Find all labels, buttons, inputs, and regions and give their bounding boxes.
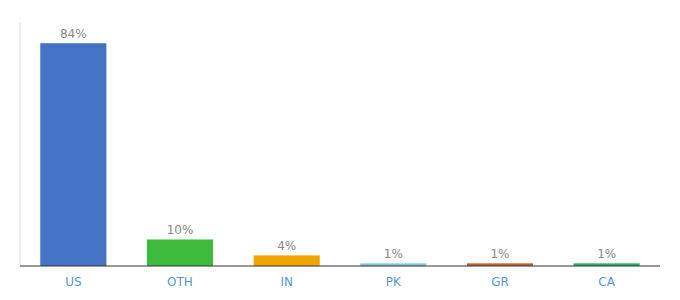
x-tick-label: CA xyxy=(598,275,615,289)
chart: 84% 10% 4% 1% 1% 1% US OTH IN PK GR CA xyxy=(0,0,680,300)
x-tick-label: US xyxy=(65,275,81,289)
x-tick-label: IN xyxy=(280,275,293,289)
chart-container: 84% 10% 4% 1% 1% 1% US OTH IN PK GR CA xyxy=(0,0,680,300)
bar xyxy=(40,43,106,266)
x-tick-label: PK xyxy=(386,275,402,289)
data-label: 1% xyxy=(597,247,616,261)
x-axis-line xyxy=(20,265,660,266)
data-label: 10% xyxy=(167,223,194,237)
bars xyxy=(40,43,639,266)
bar xyxy=(254,255,320,266)
data-label: 84% xyxy=(60,27,87,41)
data-label: 1% xyxy=(490,247,509,261)
x-tick-label: OTH xyxy=(167,275,193,289)
y-axis-line xyxy=(20,22,21,266)
x-tick-label: GR xyxy=(491,275,509,289)
bar xyxy=(147,239,213,266)
data-label: 1% xyxy=(384,247,403,261)
data-label: 4% xyxy=(277,239,296,253)
